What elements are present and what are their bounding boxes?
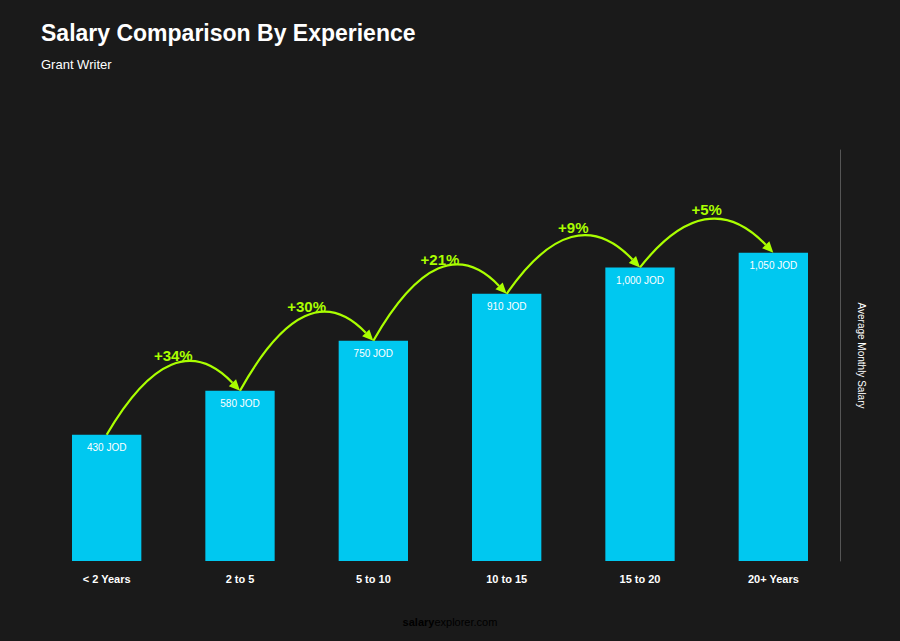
svg-text:+9%: +9% (558, 219, 588, 236)
svg-text:+30%: +30% (287, 298, 326, 315)
svg-text:5 to 10: 5 to 10 (356, 573, 391, 585)
svg-text:910 JOD: 910 JOD (487, 301, 526, 312)
svg-text:Salary Comparison By Experienc: Salary Comparison By Experience (41, 20, 416, 46)
svg-text:10 to 15: 10 to 15 (486, 573, 527, 585)
svg-text:+5%: +5% (691, 201, 721, 218)
svg-text:salary: salary (403, 616, 436, 628)
svg-text:Grant Writer: Grant Writer (41, 57, 112, 72)
svg-text:+34%: +34% (154, 347, 193, 364)
svg-text:580 JOD: 580 JOD (220, 398, 259, 409)
svg-text:1,000 JOD: 1,000 JOD (616, 275, 664, 286)
svg-text:explorer.com: explorer.com (434, 616, 497, 628)
svg-text:+21%: +21% (421, 251, 460, 268)
svg-text:430 JOD: 430 JOD (87, 442, 126, 453)
svg-text:15 to 20: 15 to 20 (620, 573, 661, 585)
svg-text:Average Monthly Salary: Average Monthly Salary (856, 303, 867, 409)
svg-text:< 2 Years: < 2 Years (83, 573, 131, 585)
svg-text:20+ Years: 20+ Years (748, 573, 799, 585)
svg-text:750 JOD: 750 JOD (354, 348, 393, 359)
svg-text:1,050 JOD: 1,050 JOD (749, 260, 797, 271)
svg-text:2 to 5: 2 to 5 (226, 573, 255, 585)
